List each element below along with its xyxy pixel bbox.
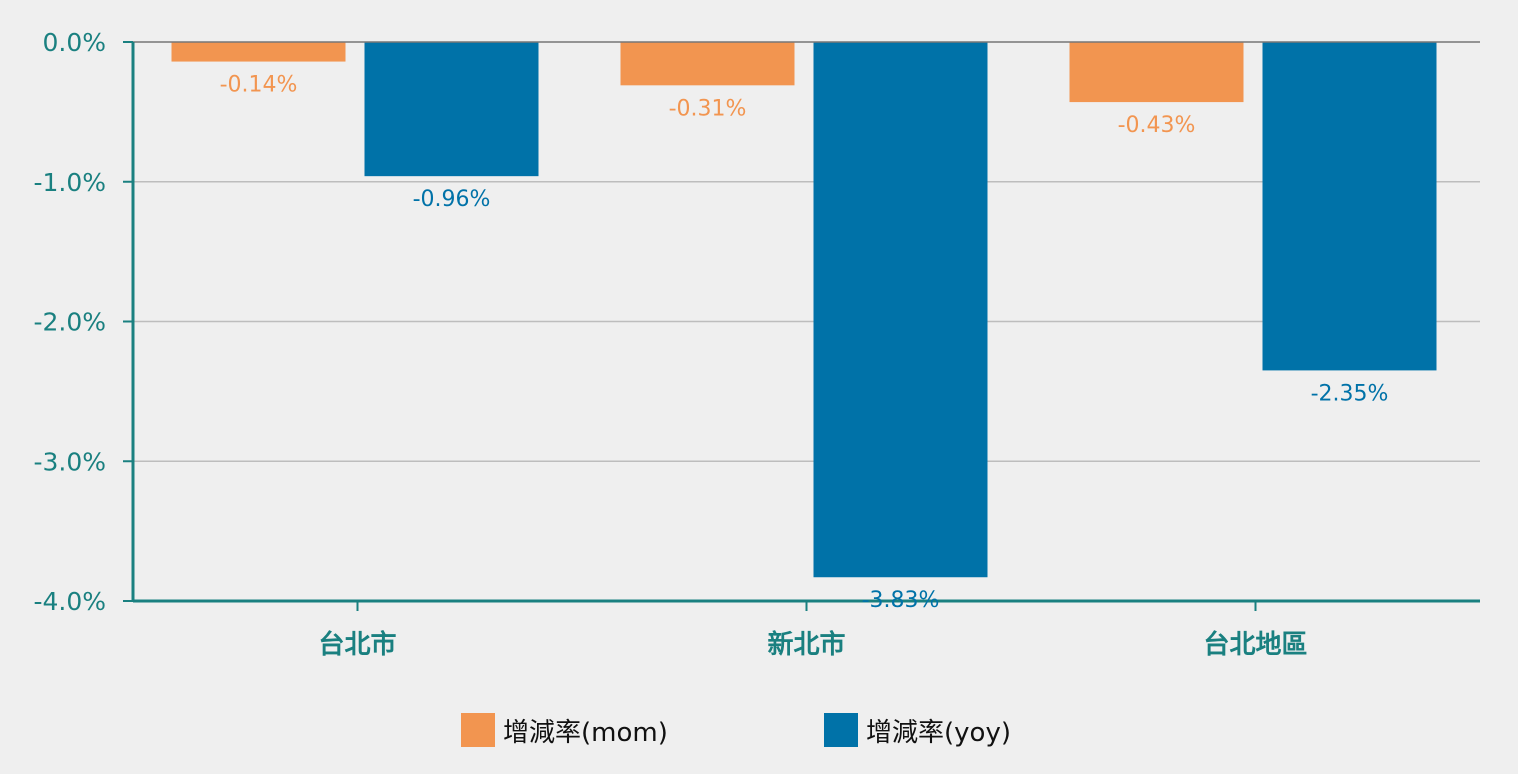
bar-yoy xyxy=(1262,42,1437,371)
data-label: -0.96% xyxy=(413,187,491,212)
x-tick-label: 新北市 xyxy=(767,629,845,660)
legend-swatch xyxy=(461,713,495,747)
axes: 0.0% -1.0% -2.0% -3.0% -4.0% 台北市 新北市 台北地區 xyxy=(33,28,1480,660)
data-label: -3.83% xyxy=(862,588,940,613)
data-labels: -0.14% -0.31% -0.43% -0.96% -3.83% -2.35% xyxy=(220,73,1389,614)
data-label: -0.14% xyxy=(220,73,298,98)
x-tick-label: 台北市 xyxy=(318,629,396,660)
x-tick-label: 台北地區 xyxy=(1203,629,1307,660)
bar-yoy xyxy=(813,42,988,578)
legend-label: 增減率(yoy) xyxy=(866,718,1011,748)
data-label: -0.43% xyxy=(1118,113,1196,138)
y-tick-label: -3.0% xyxy=(33,447,106,476)
bar-mom xyxy=(620,42,795,86)
data-label: -0.31% xyxy=(669,96,747,121)
data-label: -2.35% xyxy=(1311,381,1389,406)
bar-mom xyxy=(1069,42,1244,103)
legend: 增減率(mom) 增減率(yoy) xyxy=(461,713,1011,748)
y-tick-label: 0.0% xyxy=(42,28,106,57)
bar-mom xyxy=(171,42,346,62)
gridlines xyxy=(133,181,1480,462)
legend-label: 增減率(mom) xyxy=(503,718,668,748)
y-tick-label: -2.0% xyxy=(33,308,106,337)
legend-swatch xyxy=(824,713,858,747)
y-tick-label: -1.0% xyxy=(33,168,106,197)
y-tick-label: -4.0% xyxy=(33,587,106,616)
bars xyxy=(171,42,1437,578)
bar-yoy xyxy=(364,42,539,177)
